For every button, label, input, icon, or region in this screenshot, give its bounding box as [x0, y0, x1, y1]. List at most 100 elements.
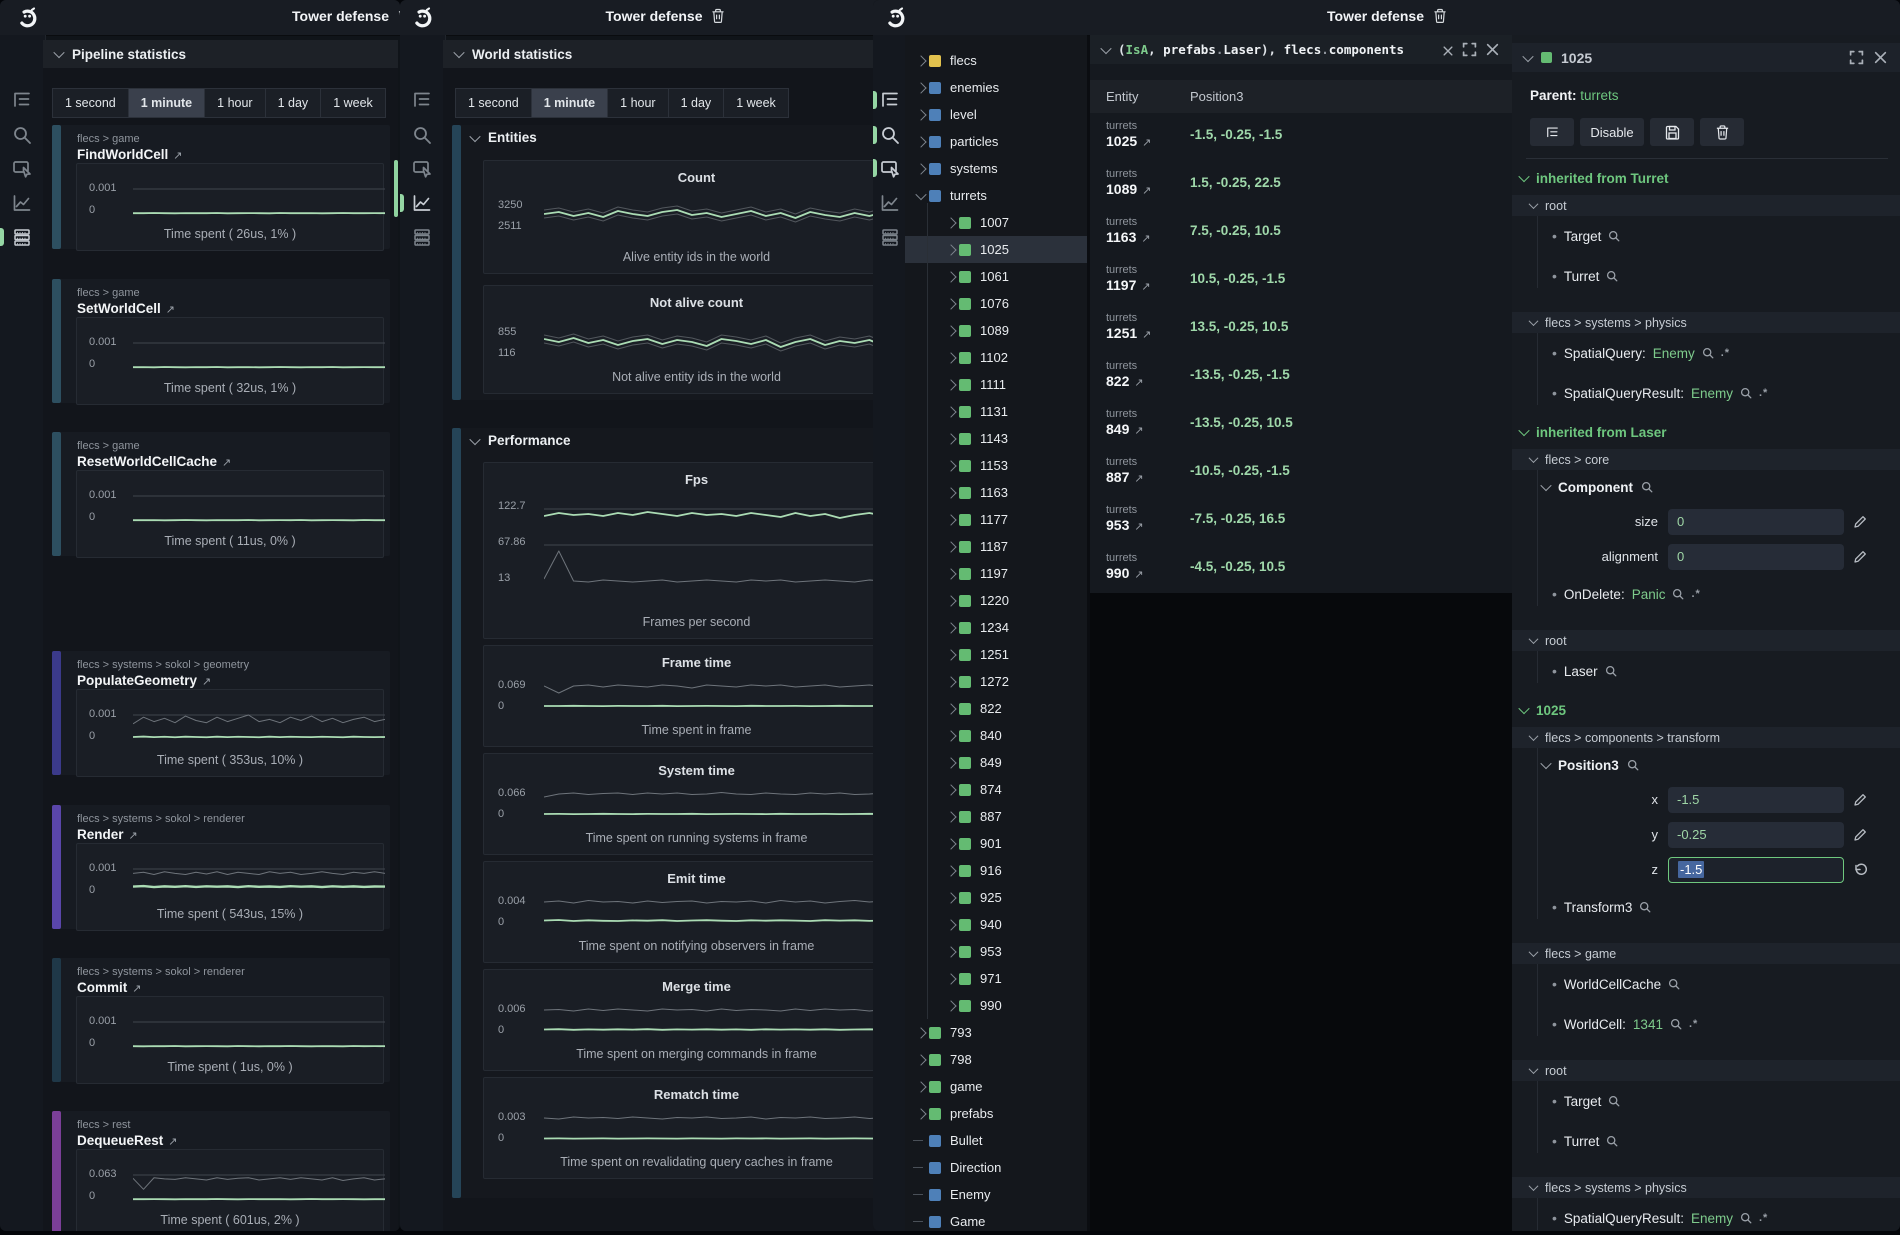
chart-name[interactable]: FindWorldCell ↗: [77, 147, 183, 162]
inspector-section-inherited-from-Turret[interactable]: inherited from Turret: [1518, 169, 1900, 187]
chevron-right-icon[interactable]: [945, 837, 957, 850]
field-input-alignment[interactable]: 0: [1668, 543, 1844, 570]
tree-item-1007[interactable]: 1007: [905, 209, 1087, 236]
inspector-section-1025[interactable]: 1025: [1518, 701, 1900, 719]
search-icon[interactable]: [1605, 665, 1617, 677]
chevron-right-icon[interactable]: [915, 54, 927, 67]
open-link-icon[interactable]: ↗: [1134, 521, 1144, 533]
edit-icon[interactable]: [1853, 793, 1867, 807]
chevron-right-icon[interactable]: [945, 351, 957, 364]
query-expression[interactable]: (IsA, prefabs.Laser), flecs.components: [1118, 42, 1404, 57]
pair-target-link[interactable]: Enemy: [1652, 345, 1695, 361]
chevron-right-icon[interactable]: [945, 864, 957, 877]
pair-target-link[interactable]: 1341: [1632, 1016, 1663, 1032]
chevron-right-icon[interactable]: [945, 918, 957, 931]
chevron-right-icon[interactable]: [915, 1053, 927, 1066]
open-link-icon[interactable]: ↗: [1142, 329, 1152, 341]
inspector-subsection[interactable]: root: [1512, 1060, 1900, 1081]
tree-item-1234[interactable]: 1234: [905, 614, 1087, 641]
row-entity-id[interactable]: 849 ↗: [1106, 421, 1144, 437]
row-entity-id[interactable]: 887 ↗: [1106, 469, 1144, 485]
tree-item-Game[interactable]: Game: [905, 1208, 1087, 1231]
delete-button[interactable]: [1700, 118, 1744, 146]
open-link-icon[interactable]: ↗: [222, 457, 232, 469]
tree-item-1153[interactable]: 1153: [905, 452, 1087, 479]
chart-icon[interactable]: [411, 192, 433, 214]
tree-item-1220[interactable]: 1220: [905, 587, 1087, 614]
column-position3[interactable]: Position3: [1190, 89, 1244, 104]
open-link-icon[interactable]: ↗: [1134, 377, 1144, 389]
pair-wildcard-icon[interactable]: .*: [1759, 1212, 1769, 1224]
chevron-right-icon[interactable]: [945, 999, 957, 1012]
chevron-down-icon[interactable]: [915, 188, 927, 200]
statistics-icon[interactable]: [411, 226, 433, 248]
chevron-right-icon[interactable]: [915, 108, 927, 121]
tree-item-Direction[interactable]: Direction: [905, 1154, 1087, 1181]
row-entity-id[interactable]: 1163 ↗: [1106, 229, 1151, 245]
search-icon[interactable]: [1606, 270, 1618, 282]
edit-icon[interactable]: [1853, 515, 1867, 529]
chevron-right-icon[interactable]: [915, 162, 927, 175]
tree-item-particles[interactable]: particles: [905, 128, 1087, 155]
inspector-section-inherited-from-Laser[interactable]: inherited from Laser: [1518, 423, 1900, 441]
chevron-right-icon[interactable]: [945, 297, 957, 310]
query-icon[interactable]: [11, 157, 33, 179]
tree-item-887[interactable]: 887: [905, 803, 1087, 830]
open-link-icon[interactable]: ↗: [1141, 233, 1151, 245]
chevron-right-icon[interactable]: [945, 891, 957, 904]
chevron-right-icon[interactable]: [945, 783, 957, 796]
inspector-subsection[interactable]: flecs > components > transform: [1512, 727, 1900, 748]
inspector-subsection[interactable]: flecs > game: [1512, 943, 1900, 964]
time-tab-1-day[interactable]: 1 day: [668, 89, 725, 117]
search-icon[interactable]: [1627, 759, 1639, 771]
query-row-1089[interactable]: turrets 1089 ↗ 1.5, -0.25, 22.5: [1090, 161, 1512, 209]
section-header-Entities[interactable]: Entities: [469, 130, 537, 145]
tree-item-1272[interactable]: 1272: [905, 668, 1087, 695]
tree-item-flecs[interactable]: flecs: [905, 47, 1087, 74]
query-row-1251[interactable]: turrets 1251 ↗ 13.5, -0.25, 10.5: [1090, 305, 1512, 353]
pipeline-panel-header[interactable]: Pipeline statistics: [43, 40, 398, 68]
tree-item-enemies[interactable]: enemies: [905, 74, 1087, 101]
titlebar-pipeline[interactable]: Tower defense: [0, 0, 400, 36]
field-input-size[interactable]: 0: [1668, 508, 1844, 535]
chevron-right-icon[interactable]: [945, 432, 957, 445]
chevron-down-icon[interactable]: [1100, 42, 1112, 54]
query-row-1197[interactable]: turrets 1197 ↗ 10.5, -0.25, -1.5: [1090, 257, 1512, 305]
chevron-right-icon[interactable]: [915, 81, 927, 94]
trash-icon[interactable]: [1433, 8, 1446, 24]
outline-icon[interactable]: [411, 89, 433, 111]
tree-item-1143[interactable]: 1143: [905, 425, 1087, 452]
query-icon[interactable]: [879, 157, 901, 179]
row-entity-id[interactable]: 953 ↗: [1106, 517, 1144, 533]
undo-icon[interactable]: [1853, 863, 1867, 877]
open-link-icon[interactable]: ↗: [1141, 281, 1151, 293]
chart-name[interactable]: PopulateGeometry ↗: [77, 673, 212, 688]
chevron-right-icon[interactable]: [945, 945, 957, 958]
search-icon[interactable]: [1639, 901, 1651, 913]
tree-item-1187[interactable]: 1187: [905, 533, 1087, 560]
time-tab-1-week[interactable]: 1 week: [321, 89, 385, 117]
component-row-Target[interactable]: • Target: [1512, 1081, 1900, 1121]
tree-item-916[interactable]: 916: [905, 857, 1087, 884]
tree-item-990[interactable]: 990: [905, 992, 1087, 1019]
tree-item-Enemy[interactable]: Enemy: [905, 1181, 1087, 1208]
tree-item-1251[interactable]: 1251: [905, 641, 1087, 668]
fullscreen-icon[interactable]: [1849, 50, 1864, 65]
open-link-icon[interactable]: ↗: [168, 1136, 178, 1148]
field-input-z[interactable]: -1.5: [1668, 856, 1844, 883]
search-icon[interactable]: [1608, 230, 1620, 242]
chevron-right-icon[interactable]: [945, 621, 957, 634]
tree-item-1061[interactable]: 1061: [905, 263, 1087, 290]
query-row-1163[interactable]: turrets 1163 ↗ 7.5, -0.25, 10.5: [1090, 209, 1512, 257]
tree-item-1177[interactable]: 1177: [905, 506, 1087, 533]
scrollbar-thumb[interactable]: [394, 160, 398, 217]
time-tab-1-minute[interactable]: 1 minute: [531, 89, 609, 117]
tree-item-901[interactable]: 901: [905, 830, 1087, 857]
chevron-down-icon[interactable]: [1522, 50, 1534, 62]
field-input-y[interactable]: -0.25: [1668, 821, 1844, 848]
chart-icon[interactable]: [11, 192, 33, 214]
tree-item-Bullet[interactable]: Bullet: [905, 1127, 1087, 1154]
open-link-icon[interactable]: ↗: [1134, 425, 1144, 437]
query-row-887[interactable]: turrets 887 ↗ -10.5, -0.25, -1.5: [1090, 449, 1512, 497]
search-icon[interactable]: [879, 124, 901, 146]
